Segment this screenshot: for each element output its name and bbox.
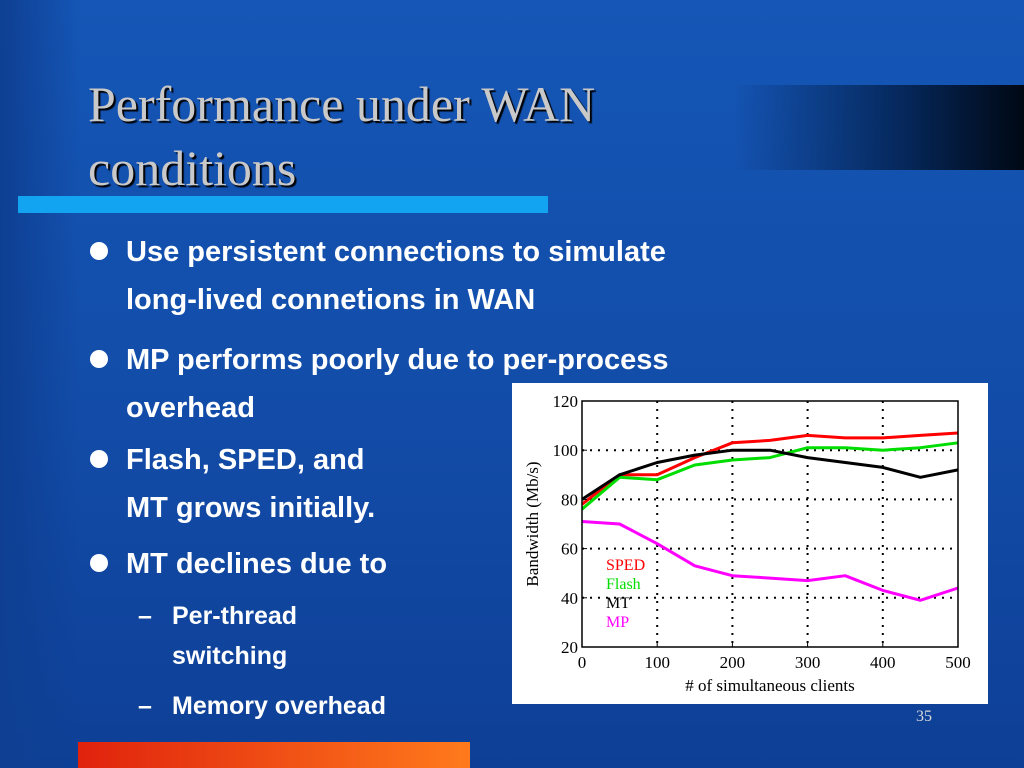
y-tick-label: 40 <box>561 589 578 608</box>
x-tick-label: 200 <box>720 653 746 672</box>
title-accent-dark-bar <box>734 85 1024 170</box>
legend-entry-mt: MT <box>606 595 630 612</box>
bullet-dot-icon <box>90 350 108 368</box>
bullet-dot-icon <box>90 450 108 468</box>
bullet-dot-icon <box>90 242 108 260</box>
y-tick-label: 20 <box>561 638 578 657</box>
bullet-2-line-1: MP performs poorly due to per-process <box>126 344 669 376</box>
sub-bullet-1-line-2: switching <box>172 642 288 670</box>
title-underline-bar <box>18 196 548 213</box>
y-tick-label: 120 <box>553 392 579 411</box>
series-line-flash <box>581 441 959 511</box>
y-tick-label: 80 <box>561 490 578 509</box>
bullet-1-line-1: Use persistent connections to simulate <box>126 236 666 268</box>
sub-bullet-2-line-1: Memory overhead <box>172 692 386 720</box>
series-line-sped <box>581 431 959 506</box>
x-axis-label: # of simultaneous clients <box>685 676 855 695</box>
series-line-mp <box>581 520 959 602</box>
bullet-1-line-2: long-lived connetions in WAN <box>126 284 536 316</box>
sub-bullet-dash: – <box>138 692 152 720</box>
legend-entry-sped: SPED <box>606 557 645 574</box>
legend-entry-flash: Flash <box>606 576 641 593</box>
x-tick-label: 300 <box>795 653 821 672</box>
bullet-3: Flash, SPED, and MT grows initially. <box>90 436 376 532</box>
x-tick-label: 400 <box>870 653 896 672</box>
bottom-accent-bar <box>78 742 470 768</box>
y-axis-label: Bandwidth (Mb/s) <box>523 461 542 586</box>
sub-bullet-2: – Memory overhead <box>138 686 386 726</box>
legend-entry-mp: MP <box>606 614 629 631</box>
bullet-3-line-2: MT grows initially. <box>126 492 376 524</box>
bullet-2: MP performs poorly due to per-process ov… <box>90 336 669 432</box>
sub-bullet-1: – Per-thread switching <box>138 596 298 676</box>
bullet-2-line-2: overhead <box>126 392 255 424</box>
x-tick-label: 0 <box>578 653 587 672</box>
bullet-4-line-1: MT declines due to <box>126 548 388 580</box>
plot-frame <box>581 400 959 648</box>
left-gradient-band <box>0 0 80 768</box>
bullet-dot-icon <box>90 554 108 572</box>
sub-bullet-1-line-1: Per-thread <box>172 602 298 630</box>
y-tick-label: 100 <box>553 441 579 460</box>
y-tick-label: 60 <box>561 540 578 559</box>
slide-title: Performance under WAN conditions <box>88 76 596 196</box>
bullet-1: Use persistent connections to simulate l… <box>90 228 666 324</box>
x-tick-label: 500 <box>945 653 971 672</box>
sub-bullet-dash: – <box>138 602 152 630</box>
chart-panel: 0 100 200 300 400 500 20 40 60 80 100 120 # of simul… <box>512 383 988 704</box>
x-tick-label: 100 <box>644 653 670 672</box>
bullet-3-line-1: Flash, SPED, and <box>126 444 365 476</box>
bullet-4: MT declines due to <box>90 540 388 588</box>
page-number: 35 <box>916 708 932 725</box>
bandwidth-line-chart: 0 100 200 300 400 500 20 40 60 80 100 120 # of simul… <box>523 392 971 695</box>
series-line-mt <box>581 448 959 501</box>
